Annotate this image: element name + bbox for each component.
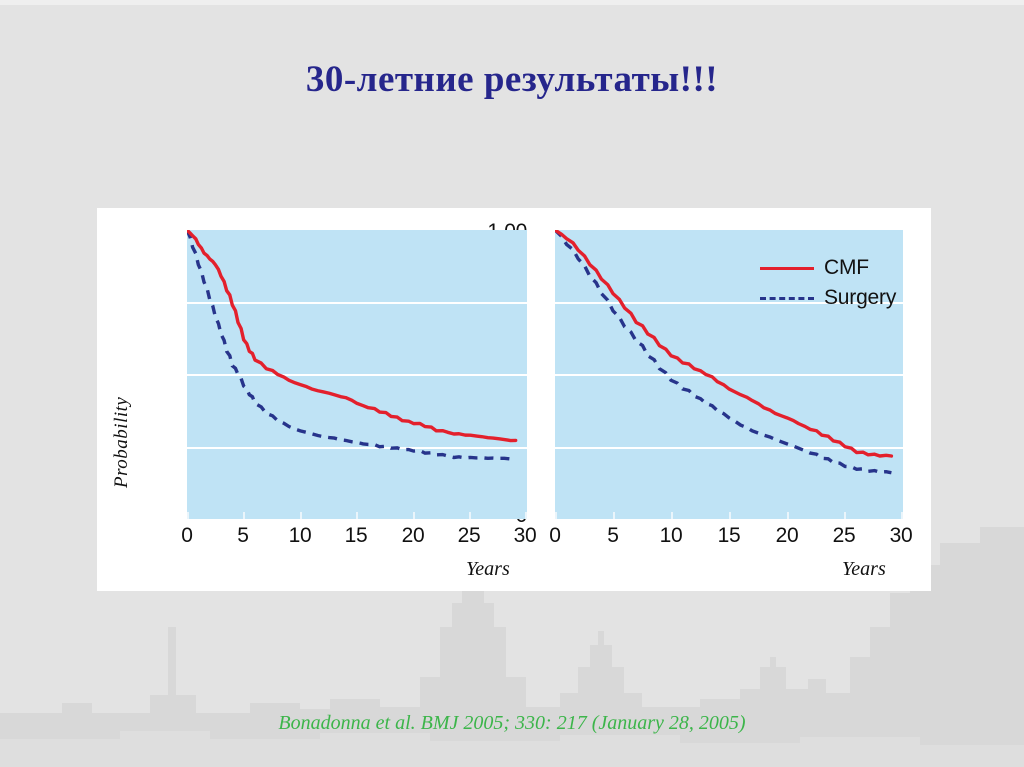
gridline-0-25 (187, 447, 527, 449)
survival-curves-right (555, 230, 894, 475)
x-tickmark-15 (729, 512, 731, 519)
x-tickmark-30 (525, 512, 527, 519)
legend-solid-line-icon (760, 261, 814, 275)
plot-area-left (187, 230, 527, 519)
x-tick-label-5: 5 (237, 524, 249, 547)
gridline-0-50 (187, 374, 527, 376)
plot-area-right: CMF Surgery (555, 230, 903, 519)
x-tick-label-15: 15 (344, 524, 368, 547)
gridline-0-50 (555, 374, 903, 376)
x-tick-label-10: 10 (659, 524, 683, 547)
x-tickmark-0 (187, 512, 189, 519)
x-tick-label-30: 30 (889, 524, 913, 547)
x-tickmark-15 (356, 512, 358, 519)
chart-panel-right: CMF Surgery 0 5 10 15 20 25 30 Years (527, 208, 931, 591)
curve-cmf-left (187, 230, 518, 443)
citation-text: Bonadonna et al. BMJ 2005; 330: 217 (Jan… (278, 712, 746, 734)
gridline-0-75 (187, 302, 527, 304)
x-tick-label-25: 25 (832, 524, 856, 547)
x-tickmark-20 (413, 512, 415, 519)
curve-cmf-right (555, 230, 894, 458)
legend-label-cmf: CMF (824, 256, 869, 279)
x-tickmark-5 (613, 512, 615, 519)
x-tickmark-25 (469, 512, 471, 519)
gridline-0-25 (555, 447, 903, 449)
legend-item-cmf: CMF (760, 253, 910, 283)
x-tickmark-25 (844, 512, 846, 519)
x-tickmark-30 (901, 512, 903, 519)
chart-panel-left: Probability 1.00 0.75 0.50 0.25 0 (97, 208, 537, 591)
x-tickmark-10 (300, 512, 302, 519)
page-title: 30-летние результаты!!! (305, 59, 719, 100)
top-edge-strip (0, 0, 1024, 5)
x-tick-label-30: 30 (513, 524, 537, 547)
x-tickmark-5 (243, 512, 245, 519)
chart-legend: CMF Surgery (760, 253, 910, 313)
x-tick-label-20: 20 (775, 524, 799, 547)
figure-card: Probability 1.00 0.75 0.50 0.25 0 (97, 208, 931, 591)
x-axis-title-right: Years (842, 558, 886, 580)
x-tick-label-20: 20 (401, 524, 425, 547)
x-tick-label-25: 25 (457, 524, 481, 547)
gridline-0-75 (555, 302, 903, 304)
legend-label-surgery: Surgery (824, 286, 897, 309)
x-tick-label-10: 10 (288, 524, 312, 547)
x-tickmark-0 (555, 512, 557, 519)
curve-surgery-right (555, 230, 892, 475)
x-tick-label-0: 0 (549, 524, 561, 547)
x-tick-label-5: 5 (607, 524, 619, 547)
legend-item-surgery: Surgery (760, 283, 910, 313)
y-axis-title-left: Probability (111, 396, 132, 488)
legend-dashed-line-icon (760, 291, 814, 305)
curve-surgery-left (187, 230, 516, 461)
x-tickmark-10 (671, 512, 673, 519)
x-axis-title-left: Years (466, 558, 510, 580)
x-tickmark-20 (787, 512, 789, 519)
survival-curves-left (187, 230, 518, 461)
x-tick-label-0: 0 (181, 524, 193, 547)
x-tick-label-15: 15 (717, 524, 741, 547)
